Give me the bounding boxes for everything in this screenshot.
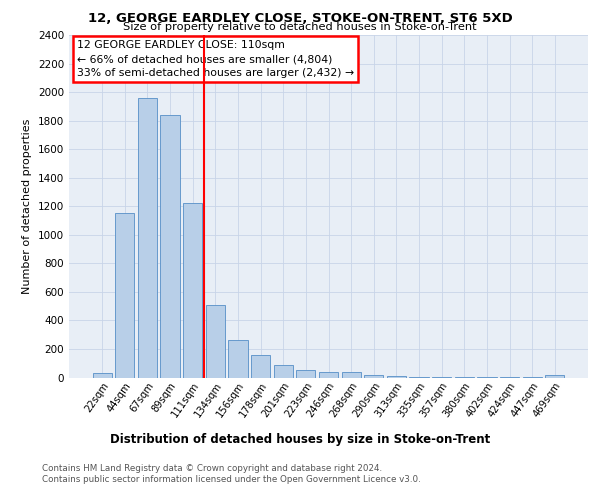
Bar [138, 98, 157, 377]
Bar [206, 304, 225, 378]
Bar [545, 374, 565, 378]
Text: 12 GEORGE EARDLEY CLOSE: 110sqm
← 66% of detached houses are smaller (4,804)
33%: 12 GEORGE EARDLEY CLOSE: 110sqm ← 66% of… [77, 40, 354, 78]
Bar [274, 366, 293, 378]
Text: Distribution of detached houses by size in Stoke-on-Trent: Distribution of detached houses by size … [110, 432, 490, 446]
Bar [432, 377, 451, 378]
Bar [251, 356, 270, 378]
Text: Contains public sector information licensed under the Open Government Licence v3: Contains public sector information licen… [42, 475, 421, 484]
Bar [160, 115, 180, 378]
Y-axis label: Number of detached properties: Number of detached properties [22, 118, 32, 294]
Bar [115, 212, 134, 378]
Bar [500, 377, 519, 378]
Bar [387, 376, 406, 378]
Text: Contains HM Land Registry data © Crown copyright and database right 2024.: Contains HM Land Registry data © Crown c… [42, 464, 382, 473]
Bar [229, 340, 248, 378]
Bar [183, 204, 202, 378]
Bar [409, 377, 428, 378]
Bar [341, 372, 361, 378]
Bar [477, 377, 497, 378]
Bar [92, 373, 112, 378]
Bar [364, 374, 383, 378]
Text: 12, GEORGE EARDLEY CLOSE, STOKE-ON-TRENT, ST6 5XD: 12, GEORGE EARDLEY CLOSE, STOKE-ON-TRENT… [88, 12, 512, 24]
Bar [455, 377, 474, 378]
Bar [296, 370, 316, 378]
Bar [319, 372, 338, 378]
Bar [523, 377, 542, 378]
Text: Size of property relative to detached houses in Stoke-on-Trent: Size of property relative to detached ho… [123, 22, 477, 32]
